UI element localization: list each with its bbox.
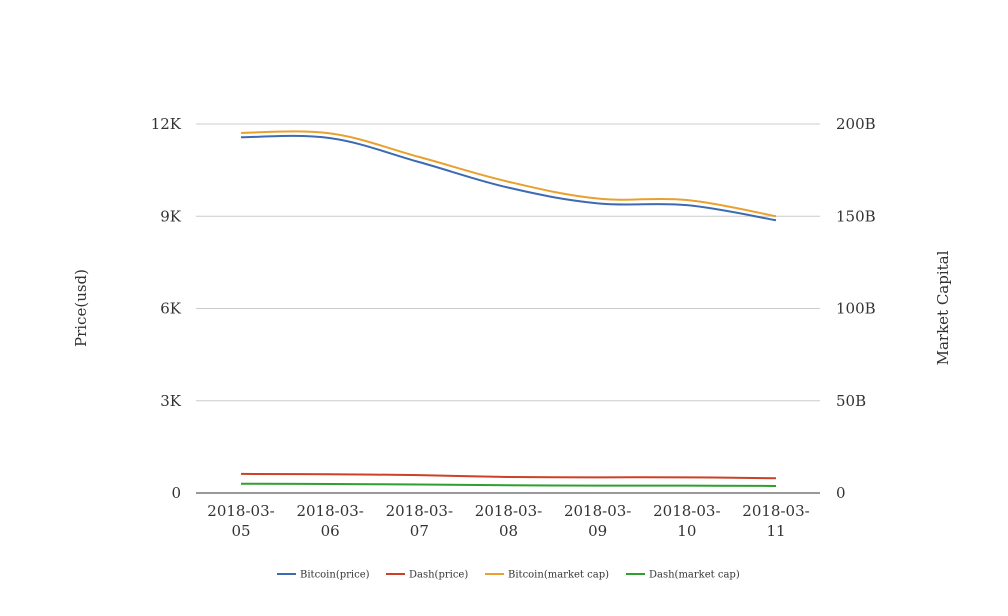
x-tick-label: 2018-03-08 bbox=[475, 502, 542, 540]
legend-label: Dash(market cap) bbox=[649, 570, 740, 581]
x-tick-label: 2018-03-11 bbox=[742, 502, 809, 540]
series-line-bitcoin-price bbox=[240, 134, 777, 222]
legend-label: Dash(price) bbox=[409, 570, 468, 581]
left-tick-label: 6K bbox=[160, 300, 182, 318]
series-lines bbox=[240, 130, 777, 487]
legend-item-dash-price[interactable]: Dash(price) bbox=[386, 570, 468, 581]
left-tick-label: 9K bbox=[160, 207, 182, 225]
series-line-dash-price bbox=[240, 472, 777, 480]
legend: Bitcoin(price) Dash(price) Bitcoin(market … bbox=[277, 570, 740, 581]
right-axis-ticks: 0 50B 100B 150B 200B bbox=[836, 115, 876, 502]
left-tick-label: 3K bbox=[160, 392, 182, 410]
left-axis-ticks: 0 3K 6K 9K 12K bbox=[151, 115, 182, 502]
legend-item-bitcoin-market-cap[interactable]: Bitcoin(market cap) bbox=[485, 570, 609, 581]
right-tick-label: 200B bbox=[836, 115, 876, 133]
x-tick-label: 2018-03-10 bbox=[653, 502, 720, 540]
right-axis-title: Market Capital bbox=[934, 250, 952, 365]
right-tick-label: 0 bbox=[836, 484, 846, 502]
series-line-bitcoin-market-cap bbox=[240, 130, 777, 218]
left-tick-label: 12K bbox=[151, 115, 182, 133]
x-tick-label: 2018-03-09 bbox=[564, 502, 631, 540]
right-tick-label: 150B bbox=[836, 207, 876, 225]
right-tick-label: 100B bbox=[836, 300, 876, 318]
x-tick-label: 2018-03-06 bbox=[296, 502, 363, 540]
gridlines bbox=[196, 123, 820, 402]
left-tick-label: 0 bbox=[171, 484, 181, 502]
x-axis-ticks: 2018-03-05 2018-03-06 2018-03-07 2018-03-08… bbox=[207, 502, 809, 540]
x-tick-label: 2018-03-05 bbox=[207, 502, 274, 540]
x-tick-label: 2018-03-07 bbox=[386, 502, 453, 540]
legend-label: Bitcoin(market cap) bbox=[508, 570, 609, 581]
legend-item-dash-market-cap[interactable]: Dash(market cap) bbox=[626, 570, 740, 581]
series-line-dash-market-cap bbox=[240, 482, 777, 487]
right-tick-label: 50B bbox=[836, 392, 866, 410]
left-axis-title: Price(usd) bbox=[72, 269, 90, 347]
legend-label: Bitcoin(price) bbox=[300, 570, 370, 581]
legend-item-bitcoin-price[interactable]: Bitcoin(price) bbox=[277, 570, 370, 581]
